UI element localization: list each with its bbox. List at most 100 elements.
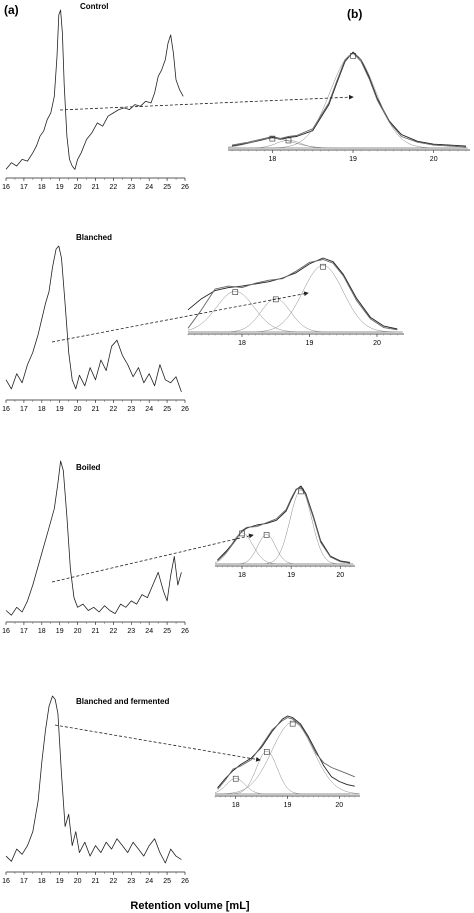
x-tick-label: 20 [373, 340, 381, 347]
gaussian-component-3 [215, 721, 360, 795]
x-tick-label: 18 [238, 340, 246, 347]
component-marker [269, 135, 276, 142]
chart-6: 18 19 20 [214, 485, 355, 579]
chart-4: 18 19 20 [187, 257, 404, 347]
series-line-1 [217, 485, 351, 563]
x-tick-label: 20 [74, 406, 82, 413]
chart-7: 16 17 18 19 20 21 22 23 24 25 26 Blanched and ferme… [2, 695, 189, 885]
x-tick-label: 17 [20, 628, 28, 635]
series-line-1 [5, 460, 182, 616]
gaussian-component-2 [215, 750, 360, 795]
x-tick-label: 19 [56, 878, 64, 885]
x-tick-label: 19 [56, 184, 64, 191]
link-arrow-2 [51, 291, 309, 343]
gaussian-component-3 [215, 489, 354, 565]
component-marker [239, 530, 245, 537]
series-line-1 [187, 257, 398, 330]
x-tick-label: 24 [145, 878, 153, 885]
x-tick-label: 22 [110, 628, 118, 635]
x-tick-label: 22 [110, 406, 118, 413]
x-tick-label: 23 [127, 878, 135, 885]
x-tick-label: 20 [430, 156, 438, 163]
x-tick-label: 20 [74, 184, 82, 191]
gaussian-component-1 [214, 532, 354, 565]
panel-b-label: (b) [347, 7, 362, 21]
x-tick-label: 21 [92, 878, 100, 885]
chart-title: Blanched [76, 233, 112, 242]
x-tick-label: 16 [2, 406, 10, 413]
component-marker [350, 53, 356, 59]
x-axis-title: Retention volume [mL] [130, 900, 250, 912]
gaussian-component-2 [228, 140, 468, 149]
x-tick-label: 20 [74, 628, 82, 635]
x-tick-label: 22 [110, 878, 118, 885]
x-tick-label: 18 [238, 572, 246, 579]
series-line-2 [187, 259, 398, 331]
x-tick-label: 16 [2, 184, 10, 191]
x-tick-label: 18 [268, 156, 276, 163]
chart-1: 16 17 18 19 20 21 22 23 24 25 26 Control [2, 2, 189, 191]
component-marker [289, 720, 296, 727]
panel-a-label: (a) [4, 3, 19, 17]
x-tick-label: 25 [163, 184, 171, 191]
component-marker [232, 289, 239, 295]
gaussian-component-3 [188, 265, 403, 333]
x-tick-label: 19 [287, 572, 295, 579]
x-tick-label: 25 [163, 878, 171, 885]
series-line-1 [5, 9, 184, 170]
x-tick-label: 19 [306, 340, 314, 347]
x-tick-label: 25 [163, 628, 171, 635]
series-line-1 [231, 51, 467, 147]
x-tick-label: 24 [145, 628, 153, 635]
series-line-2 [217, 487, 351, 564]
x-tick-label: 16 [2, 628, 10, 635]
component-marker [320, 263, 326, 270]
x-tick-label: 19 [284, 802, 292, 809]
x-tick-label: 20 [336, 572, 344, 579]
gaussian-component-1 [187, 291, 403, 333]
x-tick-label: 26 [181, 878, 189, 885]
component-marker [232, 775, 239, 782]
link-arrow-3 [51, 533, 254, 583]
gaussian-component-3 [228, 53, 468, 149]
x-tick-label: 21 [92, 628, 100, 635]
chart-3: 16 17 18 19 20 21 22 23 24 25 26 Blanched [2, 233, 189, 413]
x-tick-label: 18 [38, 184, 46, 191]
x-tick-label: 26 [181, 406, 189, 413]
link-arrow-4 [54, 724, 261, 762]
chart-title: Blanched and fermented [76, 697, 169, 706]
x-tick-label: 19 [56, 406, 64, 413]
x-tick-label: 19 [349, 156, 357, 163]
component-marker [298, 488, 304, 495]
x-tick-label: 21 [92, 184, 100, 191]
link-arrow-1 [59, 94, 354, 111]
x-tick-label: 23 [127, 406, 135, 413]
gaussian-component-2 [188, 298, 403, 333]
x-tick-label: 19 [56, 628, 64, 635]
series-line-1 [5, 695, 182, 864]
x-tick-label: 23 [127, 184, 135, 191]
series-line-2 [231, 52, 467, 148]
component-marker [263, 749, 270, 755]
x-tick-label: 18 [38, 406, 46, 413]
x-tick-label: 17 [20, 406, 28, 413]
x-tick-label: 26 [181, 184, 189, 191]
x-tick-label: 18 [38, 628, 46, 635]
chart-title: Control [80, 2, 108, 11]
series-line-2 [217, 717, 355, 790]
chart-title: Boiled [76, 463, 101, 472]
x-tick-label: 18 [38, 878, 46, 885]
x-tick-label: 24 [145, 184, 153, 191]
x-tick-label: 23 [127, 628, 135, 635]
series-line-1 [217, 715, 355, 789]
x-tick-label: 17 [20, 878, 28, 885]
chart-5: 16 17 18 19 20 21 22 23 24 25 26 Boiled [2, 460, 189, 635]
x-tick-label: 22 [110, 184, 118, 191]
x-tick-label: 17 [20, 184, 28, 191]
component-marker [263, 532, 270, 538]
x-tick-label: 24 [145, 406, 153, 413]
series-line-1 [5, 245, 182, 393]
chart-2: 18 19 20 [227, 51, 470, 163]
